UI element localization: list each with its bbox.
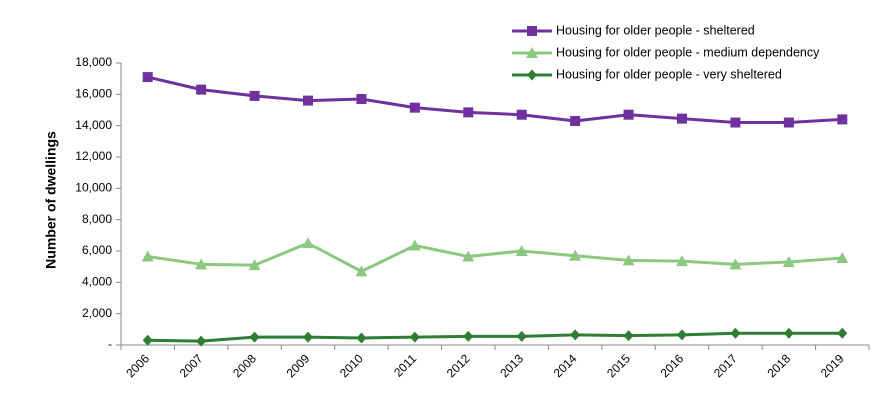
data-point	[570, 115, 581, 126]
data-point	[730, 117, 741, 128]
data-point	[729, 258, 742, 270]
legend-label: Housing for older people - very sheltere…	[556, 67, 782, 81]
data-point	[195, 258, 208, 270]
data-point	[249, 331, 260, 343]
data-point	[622, 254, 635, 266]
data-point	[569, 249, 582, 261]
data-point	[623, 330, 634, 342]
data-point	[516, 109, 527, 120]
x-tick-label: 2008	[230, 351, 259, 380]
series-line	[147, 331, 843, 343]
x-tick-label: 2016	[658, 351, 687, 380]
data-point	[142, 72, 153, 83]
data-point	[463, 330, 474, 342]
data-point	[516, 330, 527, 342]
x-tick-label: 2018	[764, 351, 793, 380]
y-tick-label: -	[108, 337, 112, 351]
legend-swatch-marker	[526, 47, 538, 58]
series-line	[147, 75, 843, 125]
data-point	[302, 237, 314, 249]
y-tick-label: 6,000	[82, 243, 112, 257]
data-point	[249, 90, 260, 101]
data-point	[462, 250, 475, 262]
legend-label: Housing for older people - sheltered	[556, 23, 755, 37]
data-point	[677, 113, 687, 124]
x-tick-label: 2009	[284, 351, 313, 380]
legend-item-3: Housing for older people - very sheltere…	[512, 67, 782, 81]
data-point	[303, 331, 313, 343]
data-point	[570, 329, 581, 341]
data-point	[356, 94, 367, 105]
data-point	[677, 329, 687, 341]
legend-item-2: Housing for older people - medium depend…	[512, 45, 820, 59]
legend-swatch-marker	[527, 26, 537, 36]
x-tick-label: 2013	[497, 351, 526, 380]
x-tick-label: 2006	[123, 351, 152, 380]
data-point	[837, 327, 848, 339]
data-point	[409, 102, 420, 113]
data-point	[141, 250, 154, 262]
data-point	[196, 84, 207, 95]
data-point	[836, 252, 849, 264]
series-2	[141, 237, 849, 277]
series-line	[147, 241, 843, 273]
data-point	[355, 265, 368, 277]
legend: Housing for older people - sheltered Hous…	[512, 23, 820, 81]
data-point	[837, 114, 848, 125]
data-point	[623, 109, 634, 120]
legend-item-1: Housing for older people - sheltered	[512, 23, 755, 37]
y-tick-label: 4,000	[82, 275, 112, 289]
data-point	[676, 255, 688, 267]
y-tick-label: 12,000	[75, 149, 112, 163]
legend-swatch-marker	[527, 69, 537, 81]
series-layer	[141, 72, 849, 347]
x-tick-label: 2007	[177, 351, 206, 380]
x-tick-label: 2019	[818, 351, 847, 380]
y-tick-label: 10,000	[75, 181, 112, 195]
x-tick-label: 2015	[604, 351, 633, 380]
x-tick-label: 2011	[391, 351, 419, 379]
y-axis-title-group: Number of dwellings	[43, 131, 59, 269]
data-point	[248, 259, 261, 271]
data-point	[782, 255, 795, 267]
y-tick-label: 14,000	[75, 118, 112, 132]
y-tick-label: 8,000	[82, 212, 112, 226]
x-tick-label: 2017	[711, 351, 740, 380]
series-3	[142, 327, 848, 347]
data-point	[783, 327, 794, 339]
y-tick-label: 16,000	[75, 87, 112, 101]
series-1	[142, 72, 848, 128]
data-point	[730, 327, 741, 339]
x-tick-label: 2010	[337, 351, 366, 380]
x-tick-label: 2014	[551, 351, 580, 380]
axes-layer: - 2,000 4,000 6,000 8,000 10,000 12,000 14,000 1…	[75, 55, 870, 380]
y-axis-title: Number of dwellings	[43, 131, 59, 269]
data-point	[196, 335, 207, 347]
data-point	[356, 332, 367, 344]
x-tick-label: 2012	[444, 351, 473, 380]
data-point	[142, 334, 153, 346]
data-point	[783, 117, 794, 128]
legend-label: Housing for older people - medium depend…	[556, 45, 820, 59]
data-point	[463, 107, 474, 118]
y-tick-label: 2,000	[82, 306, 112, 320]
data-point	[515, 245, 528, 256]
data-point	[408, 239, 421, 251]
data-point	[409, 331, 420, 343]
y-tick-label: 18,000	[75, 55, 112, 69]
data-point	[303, 95, 313, 106]
